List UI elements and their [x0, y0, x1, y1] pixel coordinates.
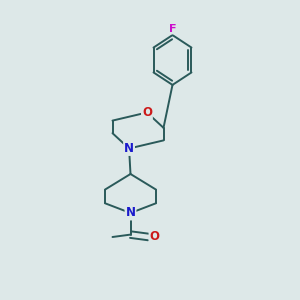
- Text: O: O: [142, 106, 152, 119]
- Text: N: N: [124, 142, 134, 155]
- Text: F: F: [169, 23, 176, 34]
- Text: O: O: [149, 230, 160, 244]
- Text: N: N: [125, 206, 136, 220]
